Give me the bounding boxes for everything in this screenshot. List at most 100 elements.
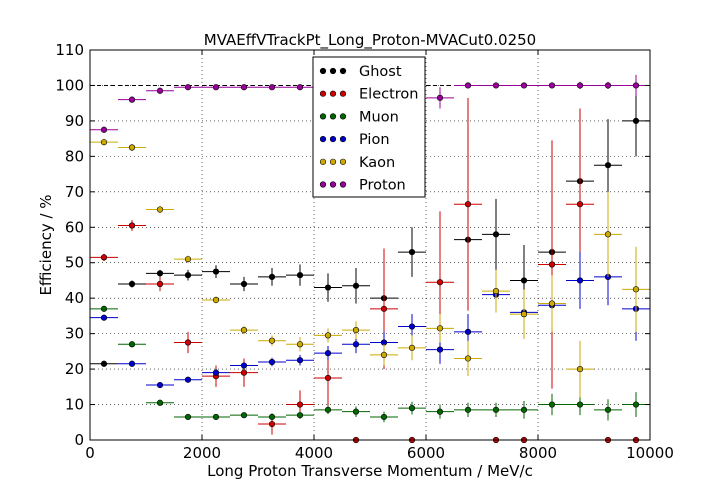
muon-marker <box>492 406 500 413</box>
ticks: 0 2000 4000 6000 8000 10000 0 10 20 30 40 50 60 70 80 9… <box>55 41 674 462</box>
proton-marker <box>100 126 108 133</box>
proton-marker <box>632 82 640 89</box>
ghost-point <box>146 269 174 277</box>
muon-marker <box>548 401 556 408</box>
muon-marker <box>576 401 584 408</box>
proton-marker <box>604 82 612 89</box>
ghost-marker <box>128 280 136 288</box>
electron-marker <box>156 280 164 288</box>
legend-item-electron: Electron <box>319 87 418 103</box>
electron-point <box>454 97 482 311</box>
proton-point <box>146 87 174 94</box>
kaon-marker <box>212 296 220 304</box>
muon-marker <box>296 412 304 419</box>
muon-marker <box>184 413 192 421</box>
kaon-marker <box>604 231 612 238</box>
pion-point <box>286 354 314 366</box>
kaon-point <box>538 275 566 332</box>
muon-marker <box>268 413 276 421</box>
kaon-marker <box>100 139 108 146</box>
pion-marker <box>408 323 416 330</box>
muon-point <box>594 399 622 421</box>
y-tick-label: 110 <box>55 41 84 59</box>
muon-point <box>510 401 538 419</box>
legend-box <box>312 56 426 198</box>
ghost-point <box>230 276 258 292</box>
pion-point <box>90 314 118 321</box>
electron-marker <box>128 222 136 229</box>
kaon-marker <box>436 325 444 332</box>
x-tick-label: 0 <box>85 444 95 462</box>
ghost-marker <box>100 360 108 367</box>
kaon-marker <box>156 206 164 213</box>
muon-point <box>314 405 342 415</box>
kaon-point <box>258 335 286 347</box>
muon-point <box>482 402 510 417</box>
pion-point <box>202 369 230 377</box>
proton-marker <box>492 82 500 89</box>
pion-marker <box>324 350 332 357</box>
proton-point <box>118 96 146 103</box>
muon-point <box>370 411 398 423</box>
chart-title: MVAEffVTrackPt_Long_Proton-MVACut0.0250 <box>204 31 536 50</box>
ghost-marker <box>156 270 164 277</box>
x-tick-label: 6000 <box>407 444 445 462</box>
muon-marker <box>520 406 528 413</box>
ghost-point <box>202 265 230 278</box>
electron-point <box>286 390 314 419</box>
pion-marker <box>576 277 584 284</box>
pion-point <box>230 362 258 370</box>
legend-marker <box>319 181 327 188</box>
ghost-marker <box>212 268 220 275</box>
kaon-point <box>482 269 510 313</box>
legend-item-proton: Proton <box>319 178 406 194</box>
proton-marker <box>240 84 248 91</box>
legend-label: Kaon <box>359 155 395 171</box>
proton-point <box>566 81 594 89</box>
electron-marker <box>268 420 276 428</box>
pion-marker <box>352 341 360 348</box>
proton-point <box>174 84 202 91</box>
legend-marker <box>319 67 327 75</box>
electron-point <box>538 140 566 389</box>
kaon-marker <box>352 326 360 334</box>
kaon-marker <box>632 286 640 293</box>
x-tick-label: 2000 <box>183 444 221 462</box>
y-tick-label: 70 <box>65 183 84 201</box>
kaon-marker <box>184 256 192 263</box>
kaon-marker <box>296 341 304 348</box>
legend-marker <box>319 90 327 97</box>
legend-marker <box>339 113 347 120</box>
ghost-point <box>342 268 370 304</box>
proton-point <box>454 82 482 89</box>
plot-frame <box>89 49 651 441</box>
ghost-point <box>314 273 342 302</box>
legend-label: Proton <box>359 178 406 194</box>
kaon-point <box>454 340 482 377</box>
proton-marker <box>576 82 584 89</box>
ghost-marker <box>520 277 528 284</box>
muon-marker <box>604 406 612 413</box>
pion-point <box>258 357 286 367</box>
muon-point <box>118 341 146 348</box>
muon-point <box>426 404 454 419</box>
x-tick-label: 8000 <box>519 444 557 462</box>
proton-marker <box>296 84 304 91</box>
kaon-point <box>594 191 622 277</box>
legend-item-kaon: Kaon <box>319 155 395 171</box>
muon-marker <box>240 412 248 419</box>
proton-marker <box>464 82 472 89</box>
electron-marker <box>296 401 304 408</box>
pion-point <box>314 346 342 361</box>
electron-point <box>118 220 146 231</box>
legend-marker <box>329 181 337 188</box>
electron-marker <box>576 201 584 208</box>
legend-marker <box>329 136 337 143</box>
proton-point <box>230 84 258 91</box>
legend-label: Ghost <box>359 64 402 80</box>
kaon-point <box>118 143 146 152</box>
y-tick-label: 60 <box>65 218 84 236</box>
muon-marker <box>212 413 220 421</box>
muon-point <box>454 402 482 417</box>
